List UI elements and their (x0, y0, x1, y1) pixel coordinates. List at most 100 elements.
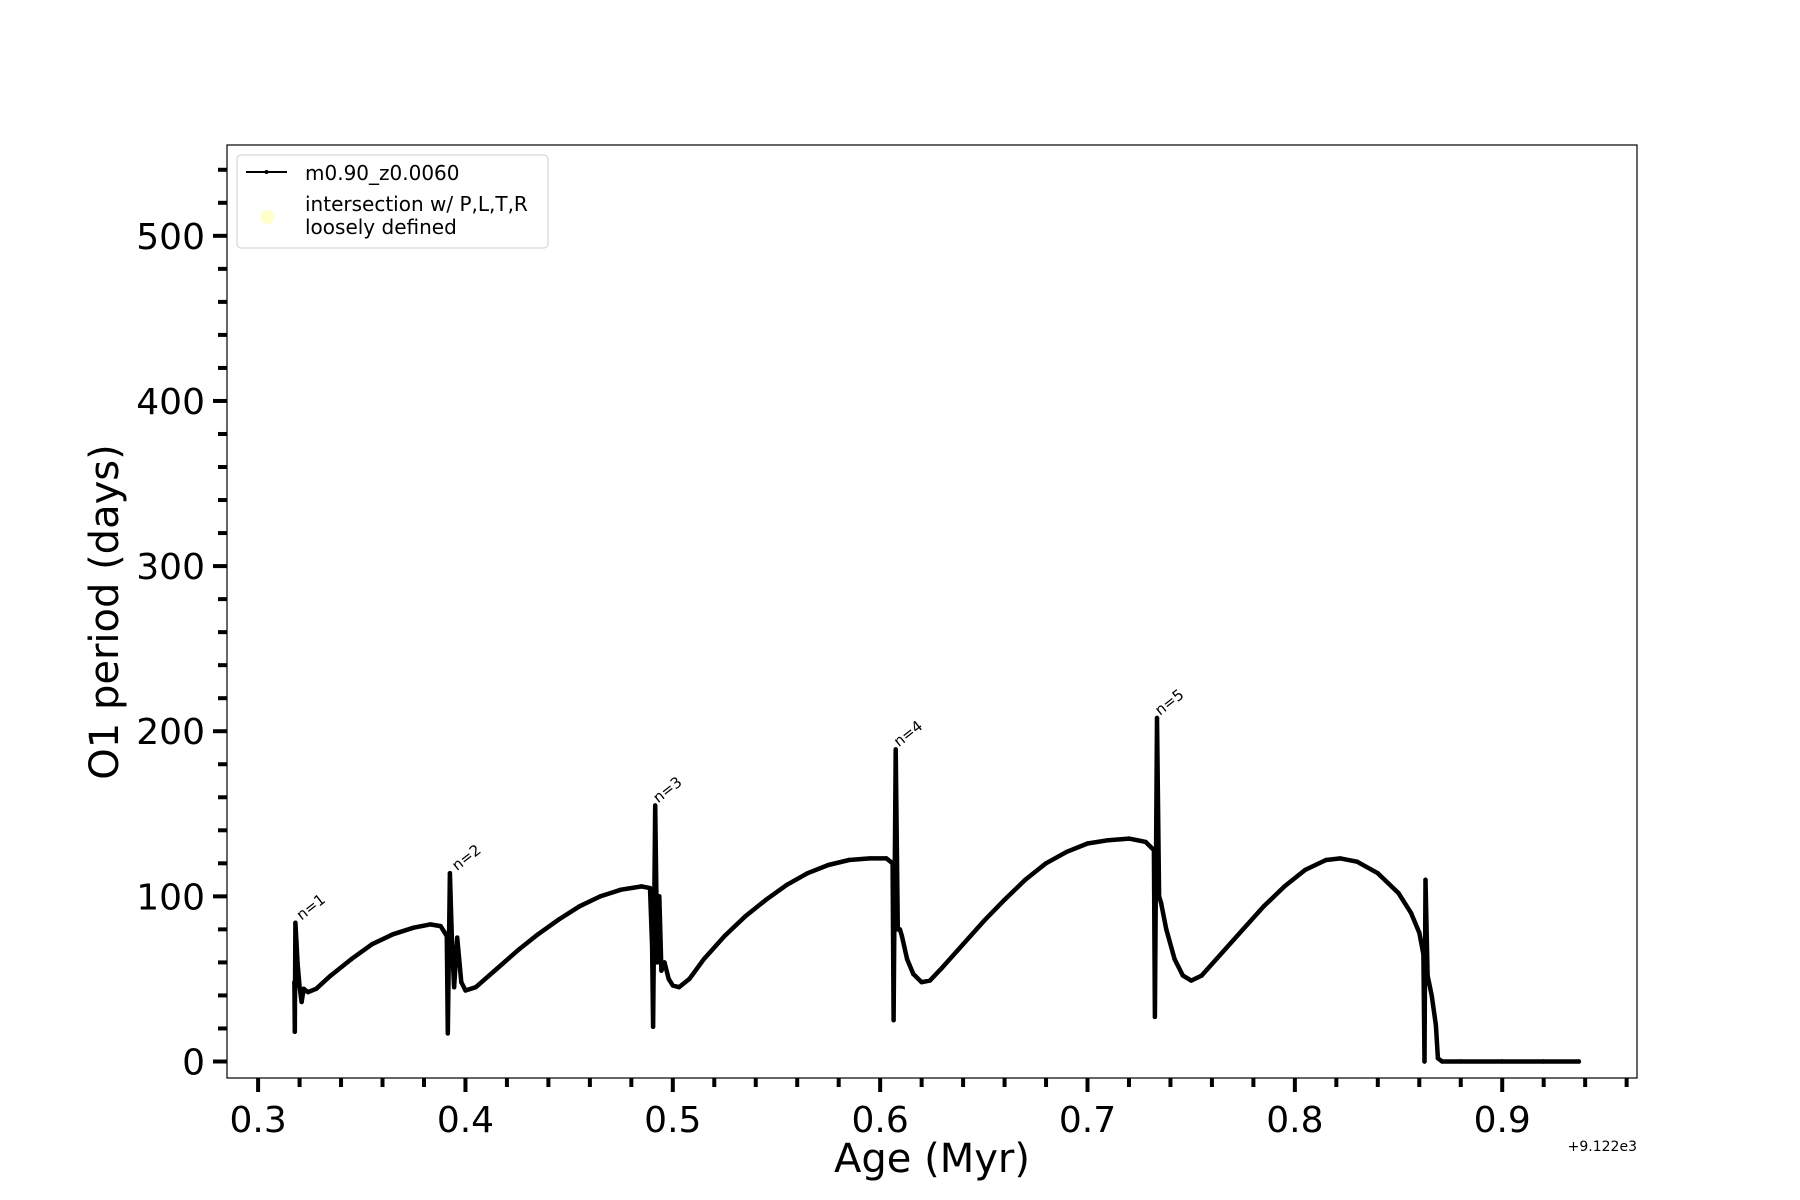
series-point (639, 884, 644, 889)
y-tick-label: 200 (136, 712, 205, 753)
series-point (598, 894, 603, 899)
series-point (447, 871, 453, 876)
series-point (455, 935, 460, 940)
x-tick-label: 0.4 (437, 1100, 494, 1141)
series-point (438, 923, 443, 929)
series-point (1151, 847, 1157, 853)
series-point (1429, 993, 1434, 998)
series-point (1158, 900, 1164, 906)
series-point (577, 904, 582, 909)
series-point (867, 856, 872, 861)
series-point (890, 861, 895, 866)
series-point (445, 1031, 450, 1036)
series-point (556, 917, 561, 922)
series-point (1433, 1022, 1439, 1028)
series-point (1172, 956, 1177, 962)
series-point (1199, 973, 1204, 978)
series-point (1576, 1059, 1582, 1064)
series-point (459, 980, 464, 985)
series-point (701, 956, 707, 962)
series-point (1143, 839, 1148, 845)
series-point (515, 948, 520, 953)
series-point (1261, 904, 1267, 909)
x-tick-label: 0.3 (229, 1100, 286, 1141)
series-point (1220, 950, 1225, 955)
legend-line-marker-dot (264, 170, 269, 174)
series-point (647, 885, 653, 891)
y-tick-label: 400 (136, 382, 205, 423)
series-point (763, 897, 769, 902)
series-point (1282, 884, 1287, 889)
y-axis-title: O1 period (days) (82, 444, 128, 779)
series-point (650, 1024, 656, 1030)
series-point (805, 871, 810, 876)
series-point (1240, 927, 1246, 932)
series-point (1422, 1059, 1427, 1064)
series-point (826, 862, 831, 868)
y-tick-label: 0 (182, 1042, 205, 1083)
series-point (670, 983, 675, 988)
series-point (535, 932, 541, 937)
series-point (1064, 849, 1070, 854)
series-point (295, 960, 300, 965)
series-point (1023, 877, 1028, 882)
series-point (1500, 1059, 1505, 1064)
series-point (1156, 894, 1162, 899)
series-point (618, 887, 624, 892)
series-point (1106, 838, 1111, 843)
series-point (927, 978, 933, 983)
series-point (899, 933, 905, 939)
series-point (1085, 841, 1090, 846)
x-tick-label: 0.6 (852, 1100, 909, 1141)
series-point (314, 986, 319, 991)
series-point (666, 976, 671, 982)
series-point (305, 989, 311, 995)
series-point (743, 914, 748, 919)
series-point (494, 966, 499, 972)
series-point (1164, 927, 1169, 932)
legend-label-intersection-line1: intersection w/ P,L,T,R (305, 192, 528, 216)
plot-area (226, 144, 1638, 1079)
series-point (911, 971, 916, 977)
series-point (451, 985, 457, 990)
series-point (1338, 856, 1343, 861)
series-point (981, 918, 986, 924)
series-point (1323, 857, 1329, 863)
axis-ticks: 0.3 0.4 0.5 0.6 0.7 0.8 0.9 0 100 200 300 400 500 (136, 167, 1629, 1141)
series-point (1002, 897, 1007, 902)
series-point (904, 956, 910, 962)
series-point (301, 986, 306, 991)
series-point (292, 1029, 297, 1035)
series-point (1423, 877, 1428, 882)
series-point (687, 976, 692, 982)
series-point (449, 940, 455, 945)
x-axis-title: Age (Myr) (834, 1136, 1030, 1182)
legend-dot-marker (260, 210, 274, 224)
series-point (655, 960, 660, 965)
x-tick-label: 0.8 (1266, 1100, 1323, 1141)
series-point (893, 747, 898, 752)
series-point (940, 965, 945, 970)
series-point (411, 925, 416, 930)
series-point (784, 882, 790, 887)
series-point (649, 943, 655, 949)
x-offset-label: +9.122e3 (1568, 1139, 1637, 1155)
series-point (1180, 973, 1186, 978)
series-point (919, 980, 924, 985)
series-point (297, 985, 302, 990)
series-point (349, 956, 354, 962)
series-point (292, 980, 297, 985)
series-point (1126, 836, 1132, 841)
series-point (293, 920, 298, 925)
series-point (1408, 910, 1414, 916)
x-tick-label: 0.7 (1059, 1100, 1116, 1141)
series-point (1303, 867, 1308, 873)
series-point (1417, 930, 1422, 935)
x-tick-label: 0.5 (644, 1100, 701, 1141)
series-point (473, 985, 478, 990)
series-point (1425, 973, 1430, 978)
series-point (659, 968, 664, 973)
series-point (960, 942, 966, 947)
series-point (657, 894, 662, 899)
series-point (897, 927, 903, 932)
